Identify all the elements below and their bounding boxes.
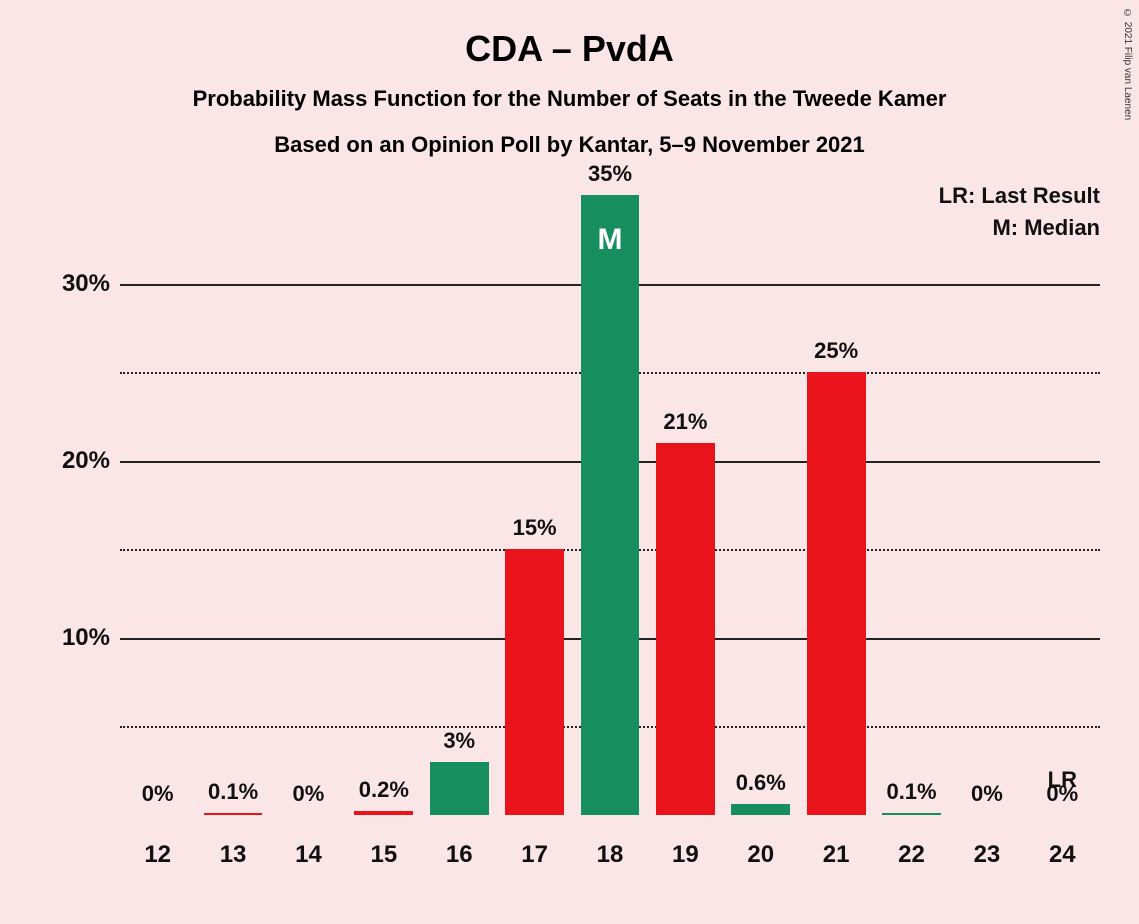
last-result-marker: LR	[1048, 767, 1077, 793]
chart-root: © 2021 Filip van Laenen CDA – PvdA Proba…	[0, 0, 1139, 924]
bar	[882, 813, 941, 815]
credit-text: © 2021 Filip van Laenen	[1122, 8, 1133, 120]
xtick-label: 17	[521, 841, 548, 869]
xtick-label: 15	[370, 841, 397, 869]
plot-area: LR: Last Result M: Median 10%20%30%0%120…	[120, 195, 1100, 815]
xtick-label: 19	[672, 841, 699, 869]
legend-lr: LR: Last Result	[939, 183, 1100, 209]
chart-subtitle1: Probability Mass Function for the Number…	[0, 86, 1139, 112]
bar-value-label: 15%	[513, 515, 557, 541]
bar	[505, 549, 564, 815]
bar-value-label: 0.6%	[736, 770, 786, 796]
xtick-label: 13	[220, 841, 247, 869]
legend-m: M: Median	[939, 215, 1100, 241]
bar-value-label: 0%	[293, 781, 325, 807]
ytick-label: 10%	[40, 624, 110, 652]
xtick-label: 22	[898, 841, 925, 869]
median-marker: M	[598, 223, 623, 257]
bar-value-label: 25%	[814, 338, 858, 364]
bar-value-label: 0.1%	[208, 779, 258, 805]
chart-title: CDA – PvdA	[0, 0, 1139, 70]
bar-value-label: 0%	[971, 781, 1003, 807]
xtick-label: 21	[823, 841, 850, 869]
xtick-label: 24	[1049, 841, 1076, 869]
bar	[354, 811, 413, 815]
titles: CDA – PvdA Probability Mass Function for…	[0, 0, 1139, 158]
legend: LR: Last Result M: Median	[939, 183, 1100, 247]
bar	[656, 443, 715, 815]
xtick-label: 16	[446, 841, 473, 869]
bar	[581, 195, 640, 815]
ytick-label: 30%	[40, 270, 110, 298]
xtick-label: 20	[747, 841, 774, 869]
xtick-label: 18	[597, 841, 624, 869]
xtick-label: 23	[974, 841, 1001, 869]
bar	[204, 813, 263, 815]
chart-subtitle2: Based on an Opinion Poll by Kantar, 5–9 …	[0, 132, 1139, 158]
xtick-label: 14	[295, 841, 322, 869]
bar-value-label: 0.2%	[359, 777, 409, 803]
bar-value-label: 0%	[142, 781, 174, 807]
ytick-label: 20%	[40, 447, 110, 475]
bar	[807, 372, 866, 815]
bar-value-label: 0.1%	[886, 779, 936, 805]
bar	[731, 804, 790, 815]
xtick-label: 12	[144, 841, 171, 869]
bar-value-label: 3%	[443, 728, 475, 754]
bar	[430, 762, 489, 815]
bar-value-label: 35%	[588, 161, 632, 187]
bar-value-label: 21%	[663, 409, 707, 435]
